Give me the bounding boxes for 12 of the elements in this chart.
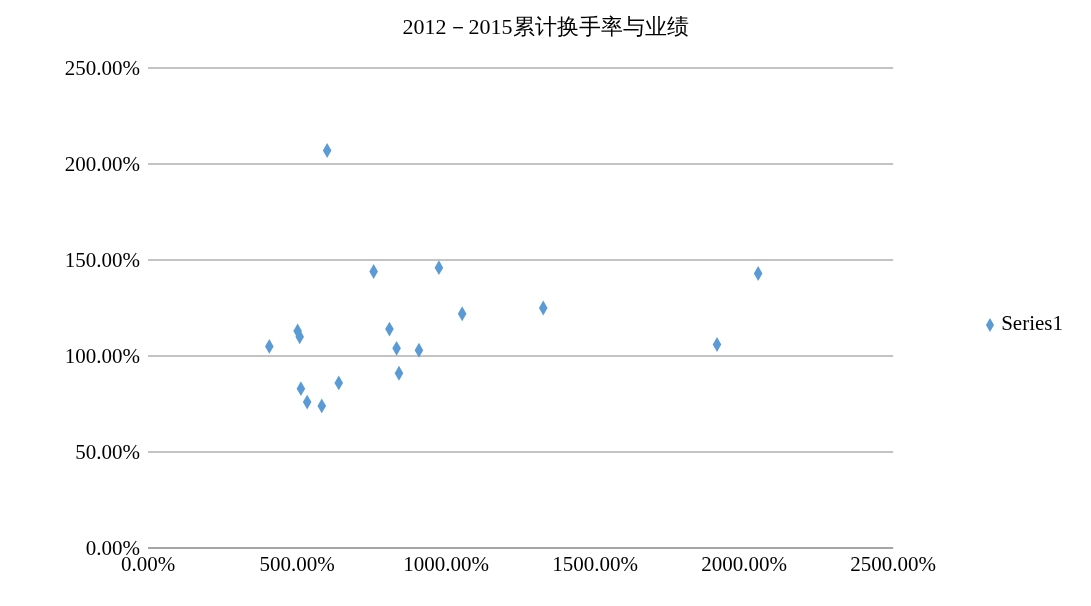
y-tick-label: 200.00%: [64, 152, 140, 177]
y-tick-label: 100.00%: [64, 344, 140, 369]
y-tick-label: 250.00%: [64, 56, 140, 81]
x-tick-label: 1500.00%: [552, 551, 638, 576]
y-tick-label: 150.00%: [64, 248, 140, 273]
y-tick-label: 50.00%: [75, 440, 140, 465]
x-tick-label: 2000.00%: [701, 551, 788, 576]
x-tick-label: 2500.00%: [850, 551, 937, 576]
x-tick-label: 1000.00%: [403, 551, 489, 576]
chart-title: 2012－2015累计换手率与业绩: [401, 13, 690, 41]
x-tick-label: 500.00%: [259, 551, 335, 576]
legend-label: Series1: [1001, 310, 1063, 335]
